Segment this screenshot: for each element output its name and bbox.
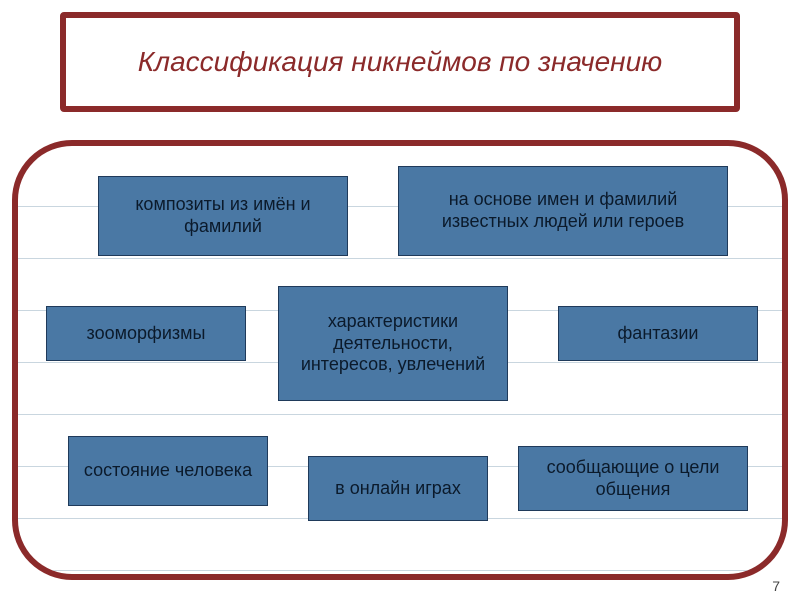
category-box-label: на основе имен и фамилий известных людей… [407, 189, 719, 232]
paper-line [18, 570, 782, 571]
category-box-label: фантазии [618, 323, 699, 345]
category-box-b6: состояние человека [68, 436, 268, 506]
category-box-b7: в онлайн играх [308, 456, 488, 521]
category-box-label: в онлайн играх [335, 478, 461, 500]
category-box-b4: характеристики деятельности, интересов, … [278, 286, 508, 401]
category-box-b2: на основе имен и фамилий известных людей… [398, 166, 728, 256]
category-box-b3: зооморфизмы [46, 306, 246, 361]
category-box-label: характеристики деятельности, интересов, … [287, 311, 499, 376]
paper-line [18, 414, 782, 415]
paper-line [18, 258, 782, 259]
category-box-b5: фантазии [558, 306, 758, 361]
main-frame: композиты из имён и фамилий на основе име… [12, 140, 788, 580]
title-frame: Классификация никнеймов по значению [60, 12, 740, 112]
category-box-b8: сообщающие о цели общения [518, 446, 748, 511]
category-box-label: состояние человека [84, 460, 252, 482]
page-title: Классификация никнеймов по значению [138, 46, 662, 78]
category-box-label: зооморфизмы [87, 323, 206, 345]
category-box-b1: композиты из имён и фамилий [98, 176, 348, 256]
category-box-label: композиты из имён и фамилий [107, 194, 339, 237]
category-box-label: сообщающие о цели общения [527, 457, 739, 500]
page-number: 7 [772, 578, 780, 594]
